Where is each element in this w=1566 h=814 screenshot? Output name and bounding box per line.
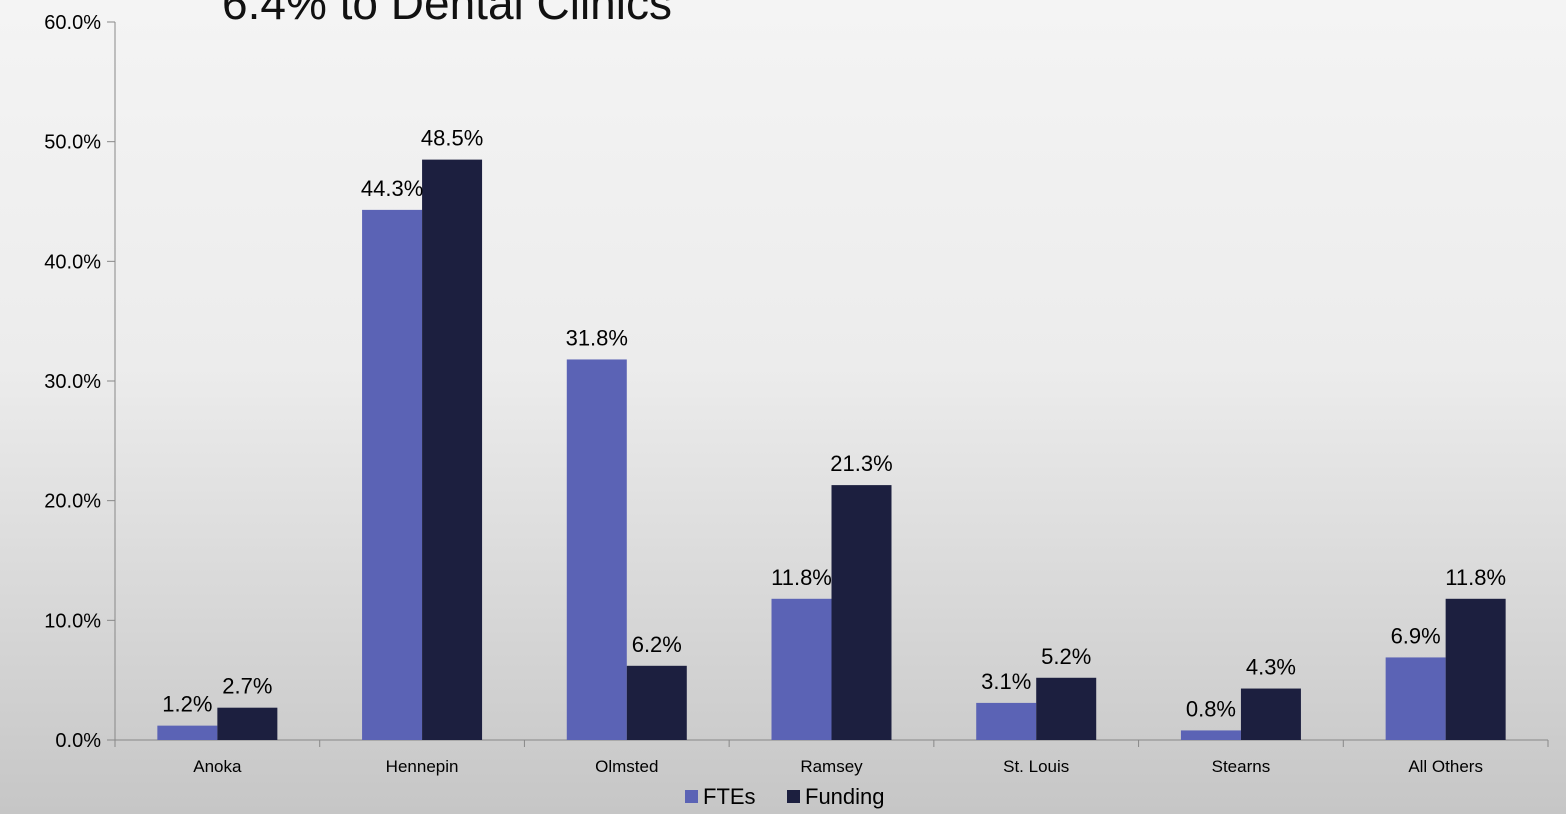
x-tick-label: Olmsted [595, 757, 658, 776]
data-label: 3.1% [981, 669, 1031, 694]
data-label: 31.8% [566, 325, 628, 350]
data-label: 48.5% [421, 126, 483, 151]
data-label: 11.8% [1445, 565, 1506, 590]
legend: FTEs Funding [685, 784, 885, 809]
legend-label-funding: Funding [805, 784, 885, 809]
bar-funding [831, 485, 892, 740]
bar-ftes [1180, 730, 1241, 740]
bar-ftes [976, 702, 1037, 740]
legend-swatch-funding [787, 790, 800, 803]
y-tick-label: 40.0% [44, 251, 101, 273]
data-label: 44.3% [361, 176, 423, 201]
data-label: 6.2% [632, 632, 682, 657]
bar-funding [217, 707, 278, 740]
bar-funding [1036, 677, 1097, 740]
data-label: 5.2% [1041, 644, 1091, 669]
data-label: 21.3% [830, 451, 892, 476]
data-label: 6.9% [1391, 623, 1441, 648]
bar-ftes [1385, 657, 1446, 740]
data-label: 4.3% [1246, 655, 1296, 680]
x-tick-label: All Others [1408, 757, 1483, 776]
chart-title: 6.4% to Dental Clinics [222, 0, 672, 29]
bar-ftes [157, 725, 218, 740]
x-tick-label: Anoka [193, 757, 242, 776]
bar-funding [1445, 598, 1506, 740]
y-tick-label: 30.0% [44, 371, 101, 393]
data-label: 1.2% [162, 692, 212, 717]
x-tick-label: Ramsey [800, 757, 863, 776]
category-labels: Anoka Hennepin Olmsted Ramsey St. Louis Stear… [193, 757, 1483, 776]
y-tick-label: 50.0% [44, 132, 101, 154]
legend-label-ftes: FTEs [703, 784, 756, 809]
legend-swatch-ftes [685, 790, 698, 803]
bar-funding [626, 665, 687, 740]
bar-ftes [362, 209, 423, 741]
data-label: 2.7% [222, 674, 272, 699]
data-labels: 1.2% 2.7% 44.3% 48.5% 31.8% 6.2% 11.8% 21.3% 3.1… [162, 126, 1506, 722]
bar-ftes [771, 598, 832, 740]
y-tick-label: 20.0% [44, 491, 101, 513]
y-tick-label: 10.0% [44, 610, 101, 632]
bar-ftes [566, 359, 627, 740]
bar-funding [422, 159, 483, 740]
y-tick-label: 0.0% [55, 730, 101, 752]
x-tick-label: Hennepin [386, 757, 459, 776]
x-tick-label: St. Louis [1003, 757, 1069, 776]
data-label: 11.8% [771, 565, 832, 590]
bars [157, 159, 1506, 741]
data-label: 0.8% [1186, 696, 1236, 721]
y-tick-label: 60.0% [44, 12, 101, 34]
x-tick-label: Stearns [1212, 757, 1271, 776]
bar-funding [1240, 688, 1301, 740]
